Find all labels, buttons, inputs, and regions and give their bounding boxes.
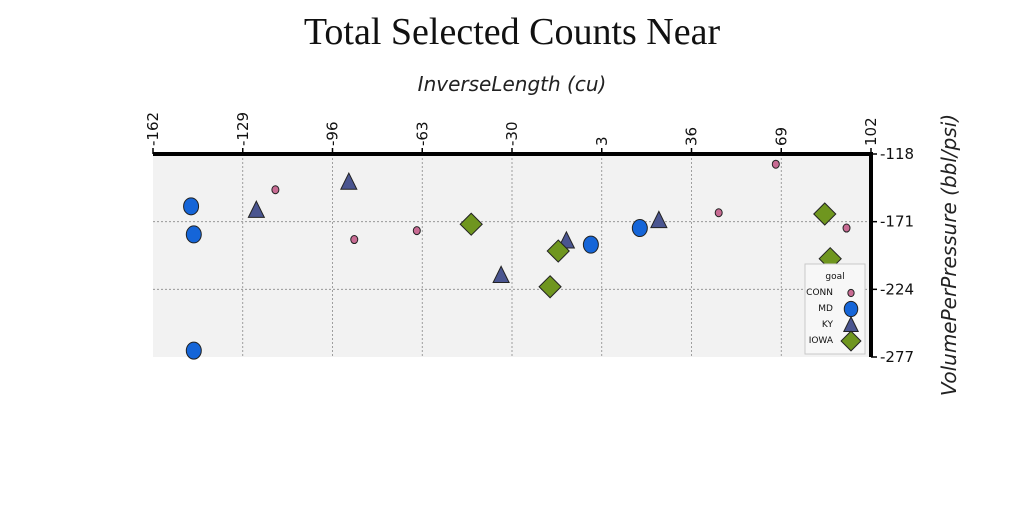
x-tick-label: -30 — [503, 122, 521, 147]
point-conn — [771, 159, 780, 169]
point-conn — [271, 185, 280, 195]
axes: -162 -129 -96 -63 -30 3 36 69 102-118 -171 -224 -27… — [144, 112, 914, 366]
point-md — [582, 235, 599, 254]
point-md — [631, 219, 648, 238]
legend-marker-conn — [847, 288, 855, 298]
legend-label-md: MD — [818, 304, 833, 314]
legend-marker-md — [843, 300, 859, 318]
point-conn — [350, 235, 359, 245]
x-tick-label: 102 — [862, 117, 880, 146]
x-tick-label: 69 — [772, 127, 790, 146]
point-md — [185, 225, 202, 244]
legend-label-ky: KY — [822, 320, 834, 330]
legend-label-iowa: IOWA — [809, 336, 834, 346]
x-tick-label: 36 — [683, 127, 701, 146]
y-tick-label: -118 — [880, 145, 914, 163]
grid — [153, 154, 871, 357]
point-ky — [340, 171, 358, 190]
y-tick-label: -277 — [880, 348, 914, 366]
point-ky — [247, 200, 266, 218]
legend-items: CONN MD KY IOWA — [806, 288, 862, 352]
x-tick-label: -129 — [234, 112, 252, 146]
point-ky — [492, 265, 510, 283]
x-tick-label: -96 — [324, 122, 342, 147]
legend: goal CONN MD KY IOWA — [804, 263, 866, 355]
point-md — [183, 197, 200, 216]
x-tick-label: -162 — [144, 112, 162, 146]
y-tick-label: -224 — [880, 280, 914, 298]
legend-marker-iowa — [840, 330, 862, 352]
x-axis-title: InverseLength (cu) — [418, 72, 607, 96]
legend-title: goal — [825, 272, 844, 282]
y-tick-label: -171 — [880, 213, 914, 231]
y-axis-title: VolumePerPressure (bbl/psi) — [937, 114, 961, 396]
point-iowa — [813, 202, 837, 226]
point-md — [185, 341, 202, 360]
x-tick-label: -63 — [413, 122, 431, 147]
chart-title: Total Selected Counts Near — [304, 11, 721, 53]
point-conn — [714, 208, 723, 218]
point-conn — [842, 223, 851, 233]
point-iowa — [546, 239, 570, 263]
point-ky — [650, 210, 668, 229]
legend-label-conn: CONN — [806, 288, 833, 298]
point-iowa — [459, 212, 483, 236]
point-conn — [412, 226, 421, 236]
x-tick-label: 3 — [593, 136, 611, 146]
data-points — [183, 159, 851, 360]
point-iowa — [538, 275, 562, 299]
